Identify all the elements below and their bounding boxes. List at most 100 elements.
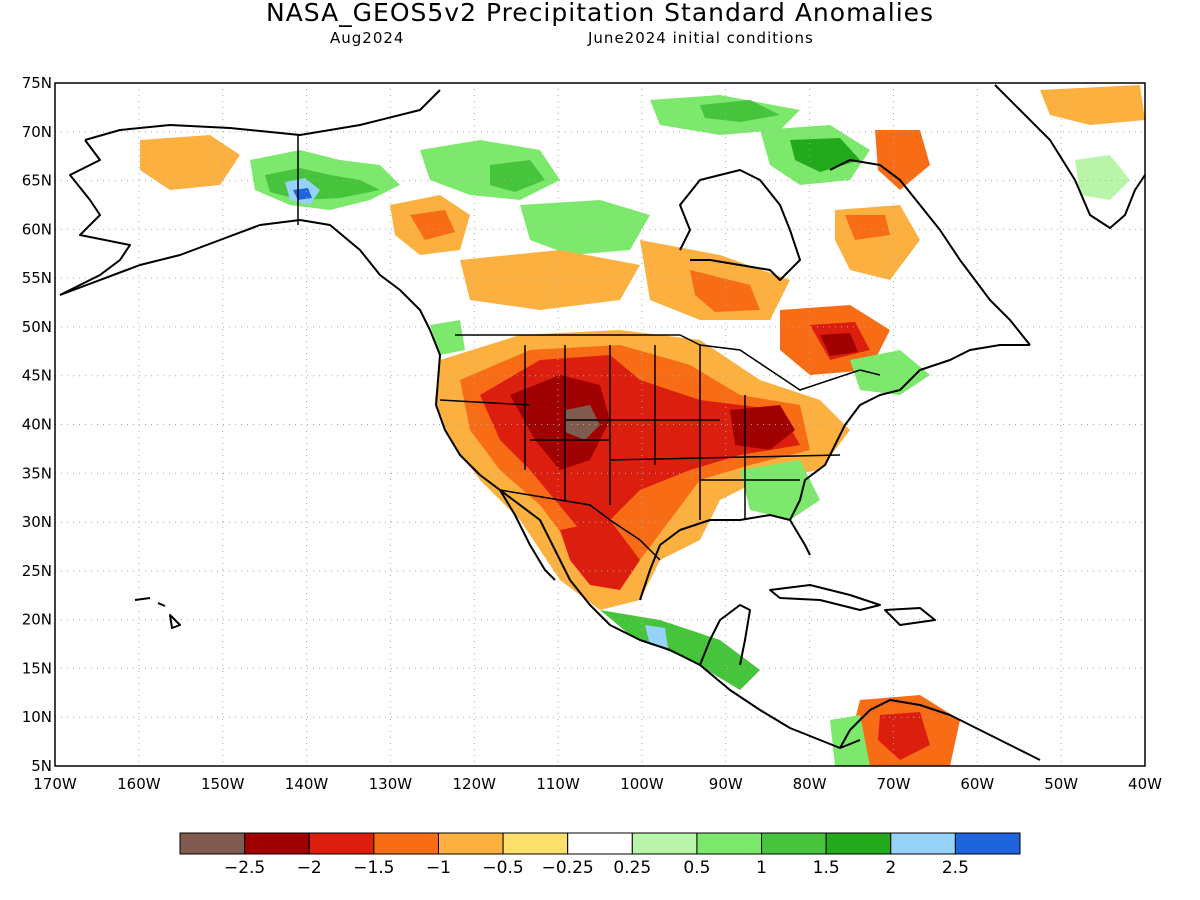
dry-area-baffin <box>875 130 930 190</box>
boundaries-states <box>439 345 841 520</box>
lon-tick-label: 90W <box>709 775 743 793</box>
coastline-cuba <box>769 584 881 611</box>
coastline-yucatan <box>699 604 751 666</box>
lat-tick-label: 70N <box>22 123 52 141</box>
coastline-greenland <box>994 84 1146 229</box>
lon-tick-label: 160W <box>117 775 161 793</box>
lat-tick-label: 5N <box>31 757 52 775</box>
dry-area-greenland <box>1040 85 1145 125</box>
coastline-baja <box>499 489 556 581</box>
colorbar-swatch <box>825 832 892 855</box>
lon-tick-label: 110W <box>536 775 580 793</box>
wet-area-arctic-core <box>700 100 780 122</box>
colorbar-swatch <box>179 832 246 855</box>
dry-area-us-extreme <box>565 405 600 440</box>
lat-tick-label: 15N <box>22 659 52 677</box>
lon-tick-label: 100W <box>620 775 664 793</box>
lon-tick-label: 80W <box>793 775 827 793</box>
lon-tick-label: 130W <box>369 775 413 793</box>
lon-tick-label: 150W <box>201 775 245 793</box>
dry-area-bc-core <box>410 210 455 240</box>
coastline-hawaii <box>134 597 181 629</box>
wet-area-bc-coast <box>430 320 465 355</box>
lat-tick-label: 55N <box>22 269 52 287</box>
dry-area-us-strong-ohio <box>730 405 795 450</box>
lon-tick-label: 70W <box>877 775 911 793</box>
lat-tick-label: 10N <box>22 708 52 726</box>
coastline-alaska-south <box>59 219 431 331</box>
colorbar-label: 1 <box>756 858 767 878</box>
colorbar-label: −2 <box>297 858 322 878</box>
wet-area-greenland <box>1075 155 1130 200</box>
coastline-alaska-west <box>59 139 131 296</box>
colorbar-label: −1 <box>426 858 451 878</box>
colorbar-label: 2 <box>885 858 896 878</box>
lon-tick-label: 140W <box>285 775 329 793</box>
coastline-gulf <box>639 514 811 601</box>
colorbar-label: 0.25 <box>613 858 651 878</box>
colorbar-swatch <box>437 832 504 855</box>
colorbar-swatch <box>631 832 698 855</box>
dry-area-mexico <box>560 520 640 590</box>
coastlines <box>59 84 1146 761</box>
dry-area-quebec-extreme <box>820 333 858 356</box>
political-boundaries <box>297 135 881 561</box>
wet-area-newengland <box>850 350 930 395</box>
coastline-west-us <box>429 329 861 749</box>
subtitle-forecast-month: Aug2024 <box>330 29 405 47</box>
boundary-us-canada <box>455 334 881 391</box>
colorbar-swatch <box>696 832 763 855</box>
plot-frame <box>54 82 1146 767</box>
lat-tick-label: 20N <box>22 611 52 629</box>
colorbar-label: −0.5 <box>482 858 523 878</box>
wet-area-nunavut <box>520 200 650 255</box>
colorbar-swatch <box>761 832 827 855</box>
dry-area-hudson-east-core <box>845 215 890 240</box>
lon-tick-label: 170W <box>33 775 77 793</box>
colorbar-swatch <box>567 832 633 855</box>
coastline-alaska-north <box>84 89 441 141</box>
colorbar-label: 1.5 <box>813 858 840 878</box>
coastline-hispaniola <box>884 607 936 626</box>
colorbar-label: −1.5 <box>353 858 394 878</box>
lat-tick-label: 50N <box>22 318 52 336</box>
subtitle-initial-conditions: June2024 initial conditions <box>588 29 814 47</box>
lat-tick-label: 40N <box>22 416 52 434</box>
colorbar-label: 2.5 <box>942 858 969 878</box>
dry-area-alaska-west <box>140 135 240 190</box>
wet-area-nwt-core <box>490 160 545 192</box>
wet-area-colombia <box>830 715 870 766</box>
coastline-labrador <box>829 159 1031 346</box>
lat-tick-label: 45N <box>22 367 52 385</box>
dry-area-venezuela-core <box>878 712 930 760</box>
wet-area-us-southeast <box>740 460 820 520</box>
colorbar-label: −0.25 <box>542 858 594 878</box>
coastline-south-america <box>839 699 1041 761</box>
colorbar-swatch <box>373 832 439 855</box>
lon-tick-label: 50W <box>1044 775 1078 793</box>
colorbar-swatch <box>890 832 956 855</box>
colorbar: −2.5 −2 −1.5 −1 −0.5 −0.25 0.25 0.5 1 1.5 2 2.5 <box>179 832 1021 878</box>
latitude-axis: 75N 70N 65N 60N 55N 50N 45N 40N 35N 30N 25N 20N 15N 1… <box>22 74 52 775</box>
wet-area-mexico-south <box>600 610 760 690</box>
colorbar-swatch <box>502 832 569 855</box>
colorbar-swatch <box>244 832 310 855</box>
anomaly-field <box>140 85 1145 766</box>
lat-tick-label: 30N <box>22 513 52 531</box>
lat-tick-label: 75N <box>22 74 52 92</box>
wet-area-mexico-blue <box>645 625 668 648</box>
dry-area-us-strong <box>510 375 610 470</box>
longitude-axis: 170W 160W 150W 140W 130W 120W 110W 100W 90W 80W 70… <box>33 775 1162 793</box>
coastline-east-us <box>789 344 1030 521</box>
lon-tick-label: 40W <box>1128 775 1162 793</box>
dry-area-ontario-core <box>690 270 760 312</box>
colorbar-label: 0.5 <box>683 858 710 878</box>
dry-area-prairies <box>460 250 640 310</box>
boundary-us-mexico <box>499 489 661 561</box>
map-title: NASA_GEOS5v2 Precipitation Standard Anom… <box>265 0 935 27</box>
colorbar-swatch <box>954 832 1021 855</box>
lon-tick-label: 120W <box>452 775 496 793</box>
coastline-hudson-bay <box>679 169 801 281</box>
lat-tick-label: 25N <box>22 562 52 580</box>
